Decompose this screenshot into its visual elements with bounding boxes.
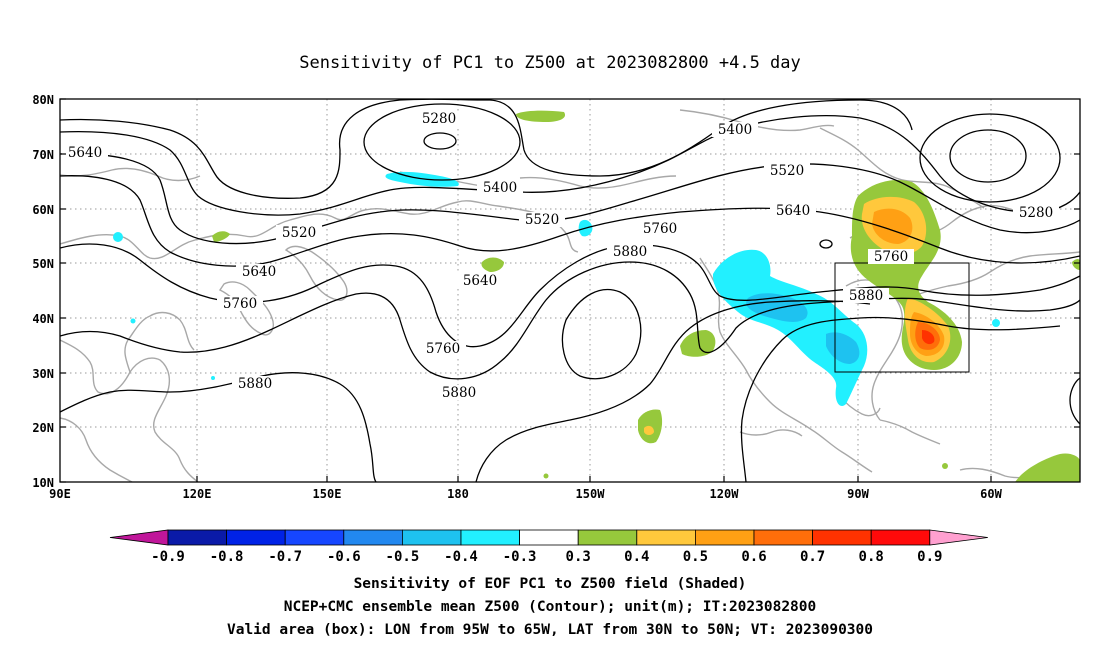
contour-label-5640-siberia: 5640: [68, 145, 102, 161]
colorbar-tick-label: -0.3: [503, 549, 537, 565]
colorbar-tick-label: -0.9: [151, 549, 185, 565]
colorbar-tick-label: -0.7: [268, 549, 302, 565]
figure-title: Sensitivity of PC1 to Z500 at 2023082800…: [299, 53, 801, 73]
contour-label-5760-pacific: 5760: [426, 341, 460, 357]
map-background: [60, 99, 1080, 482]
colorbar-arrow-high: [929, 529, 988, 546]
lon-label-120e: 120E: [183, 487, 212, 501]
lat-label-70n: 70N: [32, 148, 54, 162]
colorbar-swatch: [695, 529, 755, 546]
caption-line-shading: Sensitivity of EOF PC1 to Z500 field (Sh…: [354, 576, 747, 592]
longitude-labels: 90E 120E 150E 180 150W 120W 90W 60W: [49, 487, 1002, 501]
colorbar-tick-label: 0.7: [800, 549, 825, 565]
colorbar-swatch: [343, 529, 403, 546]
colorbar-swatch: [167, 529, 227, 546]
caption-line-valid-area: Valid area (box): LON from 95W to 65W, L…: [227, 622, 873, 638]
positive-sensitivity-shading: [212, 110, 1080, 482]
colorbar-swatch: [812, 529, 872, 546]
lat-label-20n: 20N: [32, 421, 54, 435]
lon-label-180: 180: [447, 487, 469, 501]
contour-label-5640-america: 5640: [776, 203, 810, 219]
colorbar-swatch: [519, 529, 579, 546]
colorbar-tick-label: -0.5: [386, 549, 420, 565]
colorbar-tick-label: -0.4: [444, 549, 478, 565]
contour-label-5520-pacific: 5520: [525, 212, 559, 228]
contour-label-5880-pacific: 5880: [442, 385, 476, 401]
lon-label-90w: 90W: [847, 487, 869, 501]
colorbar-swatch: [870, 529, 931, 546]
contour-label-5400-bering: 5400: [483, 180, 517, 196]
contour-label-5760-china: 5760: [223, 296, 257, 312]
lat-label-30n: 30N: [32, 367, 54, 381]
colorbar-tick-label: 0.5: [683, 549, 708, 565]
latitude-labels: 80N 70N 60N 50N 40N 30N 20N 10N: [32, 93, 54, 490]
contour-labels: 5280 5280 5400 5400 5520 5520 5520 5640 …: [62, 111, 1059, 401]
colorbar-tick-label: 0.4: [624, 549, 649, 565]
contour-label-5760-gulf-alaska: 5760: [643, 221, 677, 237]
colorbar-tick-label: 0.9: [917, 549, 942, 565]
lat-label-10n: 10N: [32, 476, 54, 490]
lat-label-80n: 80N: [32, 93, 54, 107]
axis-ticks: [60, 98, 1080, 483]
contour-label-5640-korea: 5640: [242, 264, 276, 280]
contour-label-5520-japan: 5520: [282, 225, 316, 241]
colorbar-swatch: [284, 529, 345, 546]
contour-label-5880-taiwan: 5880: [238, 376, 272, 392]
colorbar-tick-label: -0.6: [327, 549, 361, 565]
contour-label-5760-east: 5760: [874, 249, 908, 265]
contour-label-5520-canada: 5520: [770, 163, 804, 179]
colorbar-swatch: [460, 529, 520, 546]
colorbar-labels: -0.9 -0.8 -0.7 -0.6 -0.5 -0.4 -0.3 0.3 0.4 0.5 0.6…: [151, 549, 942, 565]
colorbar-tick-label: 0.8: [859, 549, 884, 565]
colorbar-swatch: [753, 529, 813, 546]
caption: Sensitivity of EOF PC1 to Z500 field (Sh…: [227, 576, 873, 638]
colorbar: [109, 529, 988, 546]
contour-label-5280-atlantic: 5280: [1019, 205, 1053, 221]
lat-label-60n: 60N: [32, 203, 54, 217]
lon-label-150w: 150W: [576, 487, 606, 501]
contour-label-5400-canada: 5400: [718, 122, 752, 138]
lat-label-50n: 50N: [32, 257, 54, 271]
contour-label-5280-north-pacific: 5280: [422, 111, 456, 127]
colorbar-tick-label: -0.8: [210, 549, 244, 565]
colorbar-swatch: [226, 529, 286, 546]
contour-label-5640-pacific: 5640: [463, 273, 497, 289]
colorbar-swatch: [577, 529, 638, 546]
caption-line-contour: NCEP+CMC ensemble mean Z500 (Contour); u…: [284, 599, 817, 615]
contour-label-5880-east-pacific: 5880: [613, 244, 647, 260]
lon-label-60w: 60W: [980, 487, 1002, 501]
lat-label-40n: 40N: [32, 312, 54, 326]
colorbar-swatch: [401, 529, 462, 546]
colorbar-arrow-low: [109, 529, 169, 546]
lon-label-90e: 90E: [49, 487, 71, 501]
map-frame: [59, 98, 1081, 483]
lon-label-150e: 150E: [313, 487, 342, 501]
colorbar-tick-label: 0.3: [566, 549, 591, 565]
lon-label-120w: 120W: [710, 487, 740, 501]
contour-label-5880-us: 5880: [849, 288, 883, 304]
colorbar-tick-label: 0.6: [741, 549, 766, 565]
colorbar-swatch: [636, 529, 696, 546]
